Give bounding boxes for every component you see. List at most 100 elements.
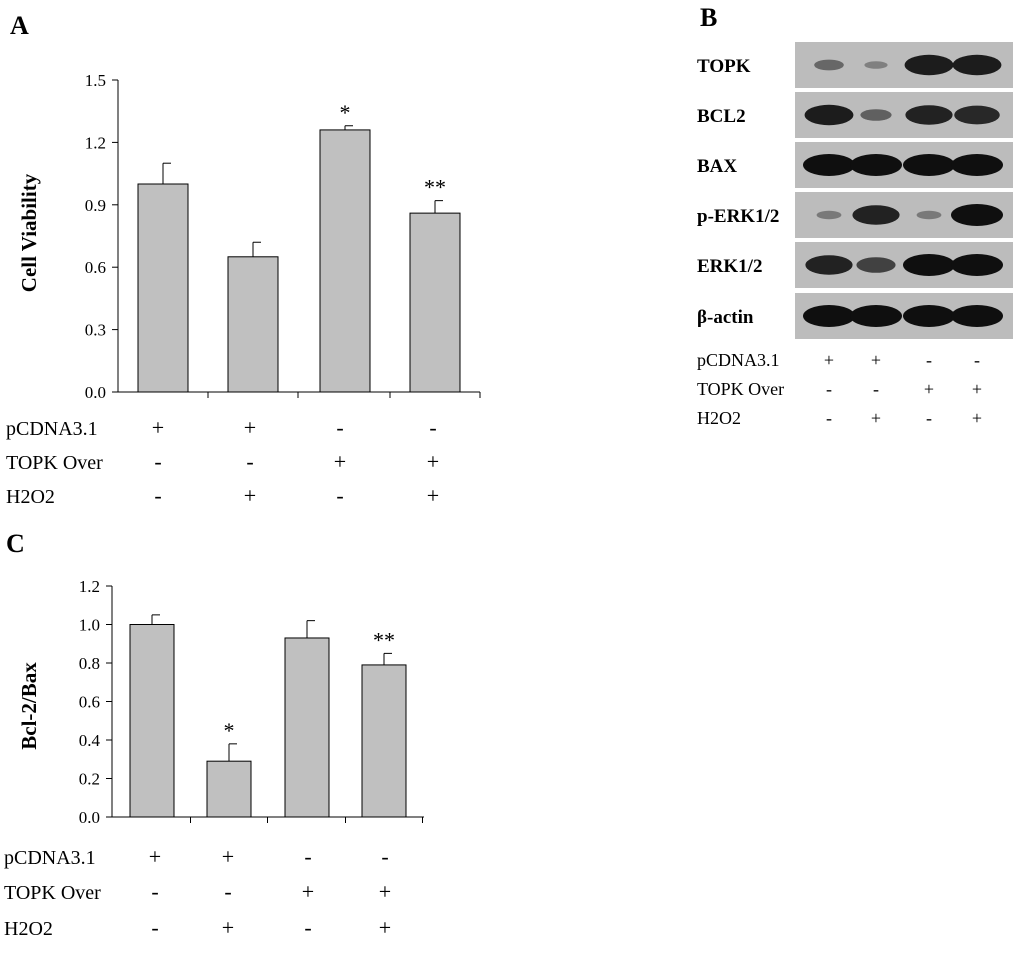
blot-condition-sign: -: [826, 379, 832, 399]
significance-marker: **: [424, 175, 446, 200]
blot-condition-sign: -: [926, 350, 932, 370]
condition-label: H2O2: [6, 486, 55, 508]
condition-sign: +: [379, 915, 391, 940]
condition-label: H2O2: [4, 918, 53, 940]
y-tick-label: 0.9: [85, 196, 106, 215]
blot-band: [916, 210, 942, 220]
blot-condition-sign: -: [926, 408, 932, 428]
blot-condition-label: TOPK Over: [697, 379, 784, 399]
condition-sign: +: [379, 879, 391, 904]
y-tick-label: 0.0: [85, 383, 106, 402]
bar: [284, 637, 330, 818]
y-tick-label: 0.6: [79, 693, 100, 712]
condition-sign: -: [429, 415, 436, 440]
condition-sign: -: [304, 844, 311, 869]
blot-band: [954, 105, 1000, 125]
blot-band: [904, 54, 954, 76]
condition-label: TOPK Over: [6, 452, 103, 474]
bar: [319, 129, 371, 393]
blot-band: [952, 54, 1002, 76]
blot-condition-sign: +: [924, 379, 934, 399]
y-axis-label: Cell Viability: [17, 173, 41, 292]
y-tick-label: 0.4: [79, 731, 101, 750]
blot-band: [903, 154, 955, 176]
condition-sign: -: [304, 915, 311, 940]
panel-b-letter: B: [700, 3, 717, 32]
blot-condition-sign: +: [972, 379, 982, 399]
blot-band: [803, 154, 855, 176]
y-tick-label: 0.2: [79, 770, 100, 789]
y-tick-label: 0.0: [79, 808, 100, 827]
blot-band: [951, 154, 1003, 176]
condition-sign: -: [154, 449, 161, 474]
panel-b-western-blot: TOPK BCL2 BAX p-ERK1/2 ERK1/2 β-actin pCDNA3.1…: [697, 42, 1013, 428]
panel-c-letter: C: [6, 529, 25, 558]
blot-condition-sign: +: [824, 350, 834, 370]
blot-band: [951, 305, 1003, 327]
condition-label: TOPK Over: [4, 882, 101, 904]
condition-sign: -: [154, 483, 161, 508]
blot-condition-label: pCDNA3.1: [697, 350, 780, 370]
significance-marker: **: [373, 627, 395, 652]
bar: [129, 624, 175, 818]
y-tick-label: 1.2: [79, 577, 100, 596]
blot-band: [852, 205, 900, 225]
significance-marker: *: [224, 718, 235, 743]
condition-sign: -: [381, 844, 388, 869]
blot-band: [856, 257, 896, 273]
blot-condition-sign: -: [826, 408, 832, 428]
bar: [409, 212, 461, 393]
condition-sign: -: [246, 449, 253, 474]
bar: [227, 256, 279, 393]
blot-row-label: β-actin: [697, 307, 754, 328]
condition-sign: +: [334, 449, 346, 474]
blot-band: [951, 204, 1003, 226]
y-tick-label: 1.0: [79, 616, 100, 635]
blot-row-label: TOPK: [697, 56, 751, 77]
blot-condition-label: H2O2: [697, 408, 741, 428]
condition-label: pCDNA3.1: [6, 418, 98, 440]
y-tick-label: 0.6: [85, 258, 106, 277]
bar: [361, 664, 407, 818]
panel-a-letter: A: [10, 11, 29, 40]
condition-sign: -: [224, 879, 231, 904]
condition-sign: +: [244, 483, 256, 508]
condition-label: pCDNA3.1: [4, 847, 96, 869]
condition-sign: -: [151, 879, 158, 904]
blot-band: [850, 305, 902, 327]
bar: [137, 183, 189, 393]
y-axis-label: Bcl-2/Bax: [17, 662, 41, 750]
blot-band: [864, 61, 888, 69]
blot-band: [905, 105, 953, 125]
condition-sign: -: [336, 483, 343, 508]
blot-condition-sign: -: [974, 350, 980, 370]
bar: [206, 760, 252, 818]
blot-row-label: BCL2: [697, 106, 746, 127]
blot-row-label: ERK1/2: [697, 256, 762, 277]
blot-band: [816, 210, 842, 220]
blot-band: [804, 104, 854, 126]
condition-sign: +: [427, 449, 439, 474]
condition-sign: +: [152, 415, 164, 440]
y-tick-label: 0.3: [85, 321, 106, 340]
blot-condition-sign: -: [873, 379, 879, 399]
condition-sign: +: [302, 879, 314, 904]
blot-band: [805, 255, 853, 275]
y-tick-label: 1.5: [85, 71, 106, 90]
blot-row-label: p-ERK1/2: [697, 206, 779, 227]
condition-sign: +: [244, 415, 256, 440]
y-tick-label: 0.8: [79, 654, 100, 673]
condition-sign: +: [222, 844, 234, 869]
blot-condition-sign: +: [871, 408, 881, 428]
y-tick-label: 1.2: [85, 133, 106, 152]
blot-band: [803, 305, 855, 327]
blot-condition-sign: +: [871, 350, 881, 370]
blot-band: [903, 305, 955, 327]
blot-row-label: BAX: [697, 156, 737, 177]
condition-sign: +: [149, 844, 161, 869]
condition-sign: -: [336, 415, 343, 440]
condition-sign: +: [427, 483, 439, 508]
